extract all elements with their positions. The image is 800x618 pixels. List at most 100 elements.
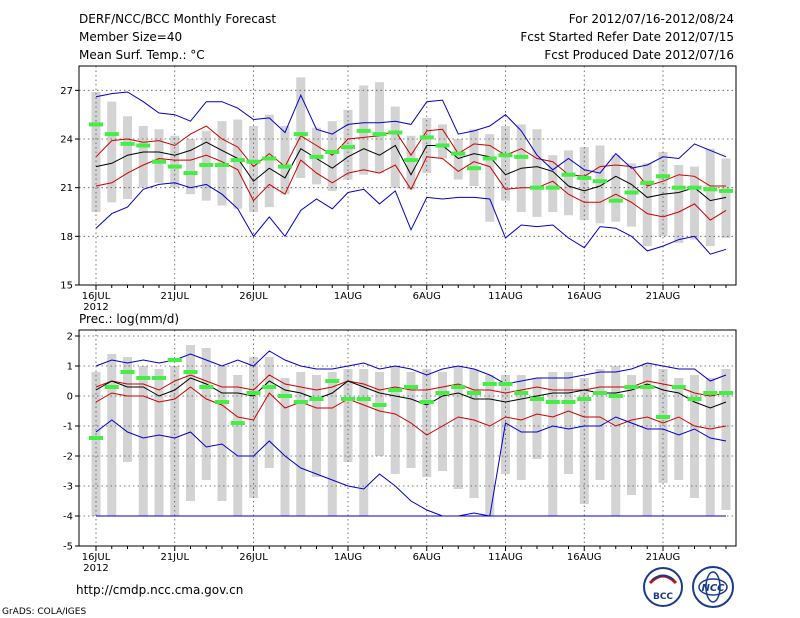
ensemble-box [280,126,290,195]
y-tick-label: -1 [63,422,73,433]
observed-marker [719,391,733,395]
observed-marker [703,187,718,192]
observed-marker [293,400,308,404]
ensemble-box [138,126,148,188]
ensemble-box [327,372,337,516]
y-tick-label: 24 [60,135,73,146]
observed-marker [215,162,229,167]
x-tick-label: 21JUL [160,552,189,563]
ensemble-box [564,372,573,474]
y-tick-label: -3 [63,482,73,493]
fcst-produced-date: Fcst Produced Date 2012/07/16 [544,48,734,62]
ensemble-box [611,155,621,222]
observed-marker [136,143,151,148]
observed-marker [514,391,529,395]
observed-marker [278,164,292,169]
ensemble-box [674,378,684,480]
ensemble-box [611,366,621,516]
ensemble-box [516,375,526,480]
observed-marker [467,166,481,171]
observed-marker [293,132,308,137]
observed-marker [419,400,434,404]
ensemble-box [170,366,180,516]
observed-marker [152,159,166,164]
x-tick-label: 11AUG [488,552,523,563]
observed-marker [593,179,607,184]
ensemble-box [705,378,715,516]
temp-panel-title: Mean Surf. Temp.: °C [79,48,205,62]
observed-marker [719,188,733,193]
observed-marker [136,376,151,380]
source-url[interactable]: http://cmdp.ncc.cma.gov.cn [76,583,243,597]
ensemble-box [532,378,542,459]
x-tick-label: 16AUG [567,291,602,302]
observed-marker [341,145,355,150]
observed-marker [341,397,355,401]
observed-marker [89,436,103,440]
x-tick-label: 26JUL [239,291,268,302]
observed-marker [530,397,544,401]
observed-marker [199,385,214,389]
series-line-min [95,416,727,517]
series-line-min [95,91,727,174]
observed-marker [356,397,371,401]
x-tick-label: 16AUG [567,552,602,563]
svg-text:BCC: BCC [653,592,673,602]
ensemble-box [721,369,731,510]
ensemble-box [674,164,684,243]
observed-marker [640,385,655,389]
ensemble-box [642,363,652,516]
x-tick-label: 1AUG [334,552,362,563]
series-line-p_low [95,386,727,436]
ensemble-box [627,163,636,227]
plot-frame [78,65,737,286]
observed-marker [561,172,576,177]
ensemble-box [422,369,432,477]
ensemble-box [532,129,542,217]
ensemble-box [123,357,132,462]
ensemble-box [327,121,337,191]
ensemble-box [453,139,463,180]
ensemble-box [438,372,447,471]
x-tick-label: 26JUL [239,552,268,563]
observed-marker [262,156,277,161]
ensemble-box [107,354,117,516]
ensemble-box [249,126,258,212]
fcst-started-date: Fcst Started Refer Date 2012/07/15 [520,30,734,44]
observed-marker [451,385,466,389]
y-tick-label: 27 [60,86,73,97]
ensemble-box [249,357,258,498]
y-tick-label: 2 [67,332,73,343]
observed-marker [372,403,387,407]
observed-marker [545,185,560,190]
x-tick-label: 21JUL [160,291,189,302]
ensemble-box [469,369,479,498]
observed-marker [498,382,513,386]
observed-marker [404,385,418,389]
y-tick-label: 1 [67,362,73,373]
ensemble-box [296,77,306,178]
precipitation-panel: -5 -4 -3 -2 -1 0 1 2 16JUL 21JUL 26JUL 1AUG 6AUG 11AU… [63,329,737,574]
grads-credit: GrADS: COLA/IGES [2,607,86,617]
observed-marker [640,180,655,185]
x-tick-label: 1AUG [334,291,362,302]
ensemble-box [233,375,243,516]
observed-marker [104,385,119,389]
ensemble-box [642,163,652,247]
series-line-p_low [95,154,727,221]
y-tick-label: -2 [63,452,73,463]
observed-marker [608,394,623,398]
ensemble-box [359,369,369,516]
ncc-logo: NCC [692,566,734,608]
observed-marker [624,190,639,195]
ensemble-box [390,106,400,188]
observed-marker [309,397,324,401]
series-line-p_high [95,374,727,397]
ensemble-box [280,378,290,516]
x-tick-label: 6AUG [413,291,441,302]
observed-marker [388,130,403,135]
chart-title: DERF/NCC/BCC Monthly Forecast [79,12,276,26]
ensemble-box [595,145,605,224]
ensemble-box [690,375,699,498]
ensemble-box [186,345,195,501]
